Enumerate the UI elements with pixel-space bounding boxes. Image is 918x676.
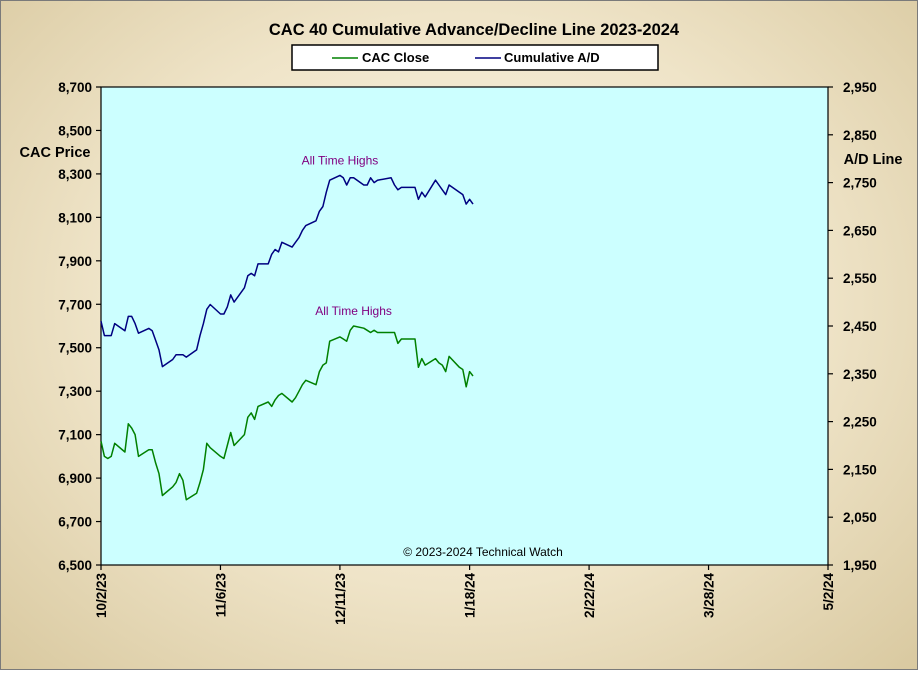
y-left-tick-label: 6,500 <box>58 558 92 573</box>
y-right-tick-label: 2,750 <box>843 176 877 191</box>
y-left-tick-label: 8,700 <box>58 80 92 95</box>
y-right-tick-label: 2,950 <box>843 80 877 95</box>
y-right-tick-label: 2,550 <box>843 271 877 286</box>
y-left-tick-label: 7,500 <box>58 341 92 356</box>
y-left-tick-label: 6,900 <box>58 471 92 486</box>
y-left-tick-label: 7,300 <box>58 384 92 399</box>
annotation-all-time-highs: All Time Highs <box>302 153 379 167</box>
y-axis-right-label: A/D Line <box>844 152 903 168</box>
series-line-cumulative-ad <box>100 174 474 368</box>
y-right-tick-label: 2,350 <box>843 367 877 382</box>
legend: CAC Close Cumulative A/D <box>291 44 659 71</box>
y-left-tick-label: 6,700 <box>58 515 92 530</box>
legend-label-cumulative-ad: Cumulative A/D <box>504 50 600 65</box>
x-axis-ticks: 10/2/23 11/6/23 12/11/23 1/18/24 2/22/24 3/28… <box>94 565 836 625</box>
x-tick-label: 1/18/24 <box>463 573 478 619</box>
x-tick-label: 2/22/24 <box>582 573 597 619</box>
series-line-cac-close <box>100 325 474 501</box>
x-tick-label: 12/11/23 <box>333 573 348 625</box>
y-right-tick-label: 2,250 <box>843 415 877 430</box>
legend-label-cac-close: CAC Close <box>362 50 429 65</box>
x-tick-label: 5/2/24 <box>821 573 836 611</box>
y-left-tick-label: 8,300 <box>58 167 92 182</box>
copyright: © 2023-2024 Technical Watch <box>403 545 563 559</box>
plot-area <box>100 86 829 566</box>
x-tick-label: 3/28/24 <box>702 573 717 619</box>
y-right-tick-label: 2,150 <box>843 462 877 477</box>
x-tick-label: 10/2/23 <box>94 573 109 619</box>
y-right-tick-label: 2,850 <box>843 128 877 143</box>
y-left-tick-label: 7,700 <box>58 297 92 312</box>
y-left-tick-label: 8,500 <box>58 123 92 138</box>
chart-title: CAC 40 Cumulative Advance/Decline Line 2… <box>269 21 680 39</box>
y-left-tick-label: 7,100 <box>58 428 92 443</box>
x-tick-label: 11/6/23 <box>213 573 228 618</box>
y-right-tick-label: 2,450 <box>843 319 877 334</box>
y-axis-right-ticks: 1,950 2,050 2,150 2,250 2,350 2,450 2,550 2,650… <box>828 80 877 573</box>
y-right-tick-label: 2,650 <box>843 223 877 238</box>
y-axis-left-label: CAC Price <box>20 145 91 161</box>
annotations: All Time Highs All Time Highs <box>302 153 392 318</box>
y-left-tick-label: 7,900 <box>58 254 92 269</box>
y-left-tick-label: 8,100 <box>58 210 92 225</box>
annotation-all-time-highs: All Time Highs <box>315 304 392 318</box>
y-right-tick-label: 2,050 <box>843 510 877 525</box>
y-right-tick-label: 1,950 <box>843 558 877 573</box>
y-axis-left-ticks: 6,500 6,700 6,900 7,100 7,300 7,500 7,700 7,900… <box>58 80 101 573</box>
